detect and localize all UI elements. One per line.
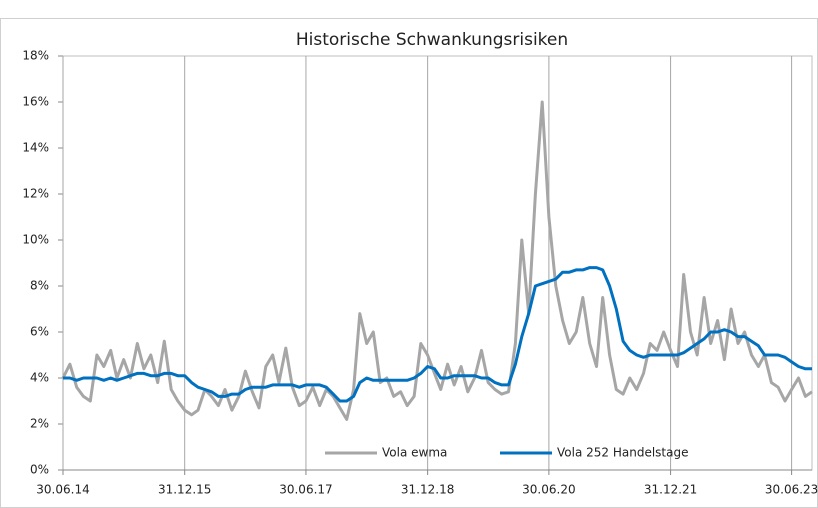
x-tick-label: 30.06.17 [279,483,332,497]
y-tick-label: 8% [30,279,49,293]
y-tick-label: 10% [22,233,49,247]
x-tick-label: 31.12.18 [401,483,454,497]
chart-title: Historische Schwankungsrisiken [296,30,568,50]
x-tick-label: 31.12.21 [644,483,697,497]
x-tick-label: 30.06.23 [765,483,818,497]
series-line [63,266,812,403]
legend-label: Vola 252 Handelstage [557,446,688,460]
y-tick-label: 16% [22,95,49,109]
x-tick-label: 31.12.15 [158,483,211,497]
y-tick-label: 2% [30,417,49,431]
legend-label: Vola ewma [382,446,447,460]
y-tick-label: 14% [22,141,49,155]
y-tick-label: 18% [22,49,49,63]
y-tick-label: 4% [30,371,49,385]
x-tick-label: 30.06.20 [522,483,575,497]
y-tick-label: 12% [22,187,49,201]
series-line [61,100,813,421]
x-tick-label: 30.06.14 [36,483,89,497]
chart-frame [0,18,818,508]
y-tick-label: 0% [30,463,49,477]
y-tick-label: 6% [30,325,49,339]
